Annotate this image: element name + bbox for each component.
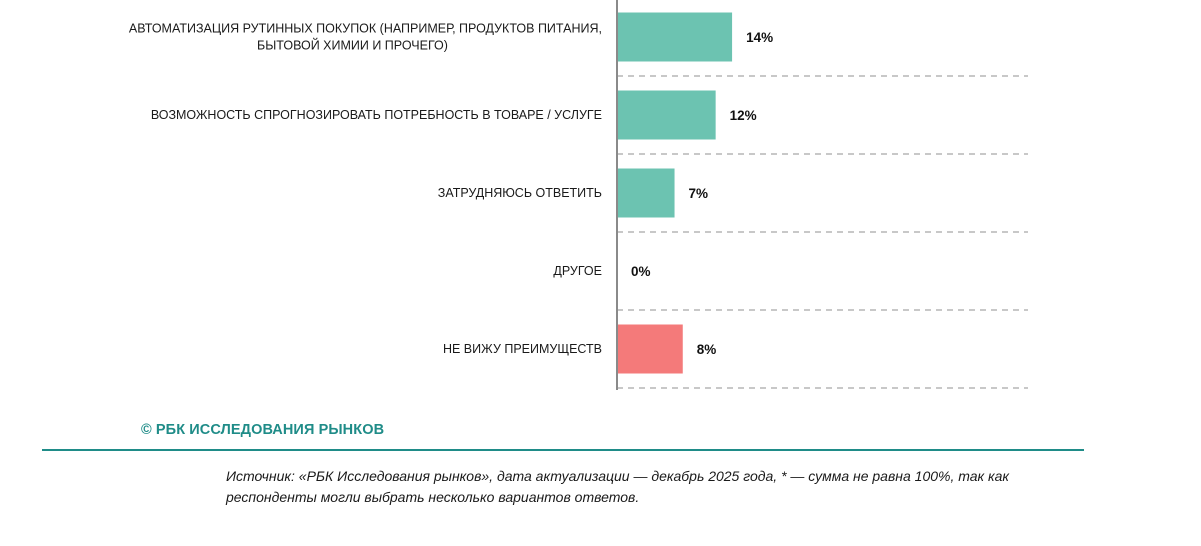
bar	[617, 168, 675, 218]
data-label: 8%	[697, 342, 717, 357]
data-label: 0%	[631, 264, 651, 279]
category-label: ВОЗМОЖНОСТЬ СПРОГНОЗИРОВАТЬ ПОТРЕБНОСТЬ …	[151, 108, 602, 122]
category-label: ЗАТРУДНЯЮСЬ ОТВЕТИТЬ	[438, 186, 602, 200]
data-label: 12%	[730, 108, 757, 123]
category-label: АВТОМАТИЗАЦИЯ РУТИННЫХ ПОКУПОК (НАПРИМЕР…	[129, 22, 602, 36]
data-label: 7%	[689, 186, 709, 201]
footer-divider	[42, 449, 1084, 451]
data-label: 14%	[746, 30, 773, 45]
bar	[617, 324, 683, 374]
brand-label: © РБК ИССЛЕДОВАНИЯ РЫНКОВ	[141, 422, 385, 438]
bar	[617, 90, 716, 140]
source-note: Источник: «РБК Исследования рынков», дат…	[226, 468, 1010, 505]
category-label: ДРУГОЕ	[553, 264, 602, 278]
category-label: БЫТОВОЙ ХИМИИ И ПРОЧЕГО)	[257, 38, 448, 53]
bar	[617, 12, 733, 62]
category-label: НЕ ВИЖУ ПРЕИМУЩЕСТВ	[443, 342, 602, 356]
bar-chart: 14% АВТОМАТИЗАЦИЯ РУТИННЫХ ПОКУПОК (НАПРИ…	[129, 0, 1028, 390]
